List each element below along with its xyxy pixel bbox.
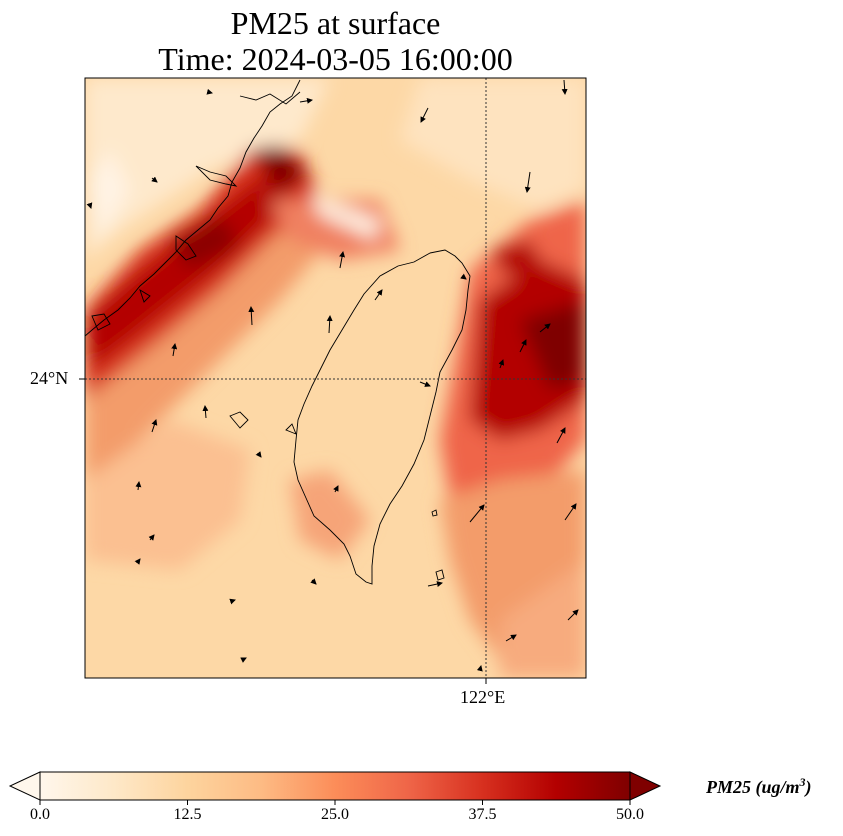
colorbar-gradient [39,771,631,801]
lat-tick-label: 24°N [30,368,69,388]
colorbar-tick-label: 12.5 [173,806,202,823]
colorbar-extend-min [8,771,41,801]
gridlines [85,78,586,678]
colorbar-title: PM25 (ug/m3) [706,775,812,797]
coastlines [85,79,471,585]
china-coastline [85,79,301,337]
map-time-subtitle: Time: 2024-03-05 16:00:00 [158,41,513,77]
colorbar-tick-label: 50.0 [616,806,644,823]
wind-vectors [86,79,579,672]
map-title: PM25 at surface [230,5,441,41]
taiwan-coastline [293,249,471,585]
colorbar-tick-label: 25.0 [321,806,349,823]
colorbar-tick-label: 37.5 [468,806,497,823]
pm25-field [85,78,586,678]
map-frame [84,77,587,679]
colorbar-extend-max [629,771,662,801]
lon-tick-label: 122°E [460,687,506,707]
colorbar-tick-label: 0.0 [30,806,50,823]
colorbar [8,771,662,805]
